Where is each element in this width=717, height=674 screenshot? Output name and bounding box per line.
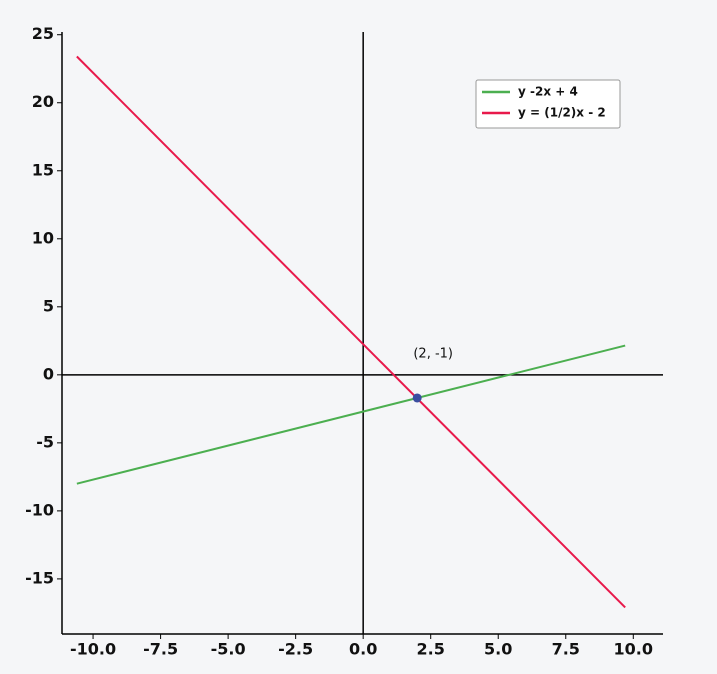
y-tick-label: 5 bbox=[43, 296, 54, 315]
x-tick-label: 0.0 bbox=[349, 640, 377, 659]
series-line bbox=[76, 55, 626, 609]
legend-box bbox=[475, 79, 621, 129]
legend-label: y = (1/2)x - 2 bbox=[518, 106, 606, 120]
series-line bbox=[76, 344, 626, 485]
y-tick-label: 10 bbox=[32, 228, 54, 247]
y-tick-label: 15 bbox=[32, 160, 54, 179]
y-tick-label: 20 bbox=[32, 92, 54, 111]
y-tick-label: 0 bbox=[43, 364, 54, 383]
y-tick-label: -5 bbox=[36, 432, 54, 451]
x-tick-label: -2.5 bbox=[278, 640, 313, 659]
x-tick-label: -5.0 bbox=[211, 640, 246, 659]
annotation: (2, -1) bbox=[413, 346, 453, 361]
x-tick-label: 10.0 bbox=[614, 640, 653, 659]
y-tick-label: -15 bbox=[25, 568, 54, 587]
y-tick-label: -10 bbox=[25, 500, 54, 519]
intersection-point bbox=[412, 393, 422, 403]
legend-label: y -2x + 4 bbox=[518, 85, 578, 99]
x-tick-label: -7.5 bbox=[143, 640, 178, 659]
x-tick-label: 7.5 bbox=[552, 640, 580, 659]
x-tick-label: 5.0 bbox=[484, 640, 512, 659]
x-tick-label: 2.5 bbox=[417, 640, 445, 659]
x-tick-label: -10.0 bbox=[70, 640, 116, 659]
y-tick-label: 25 bbox=[32, 24, 54, 43]
